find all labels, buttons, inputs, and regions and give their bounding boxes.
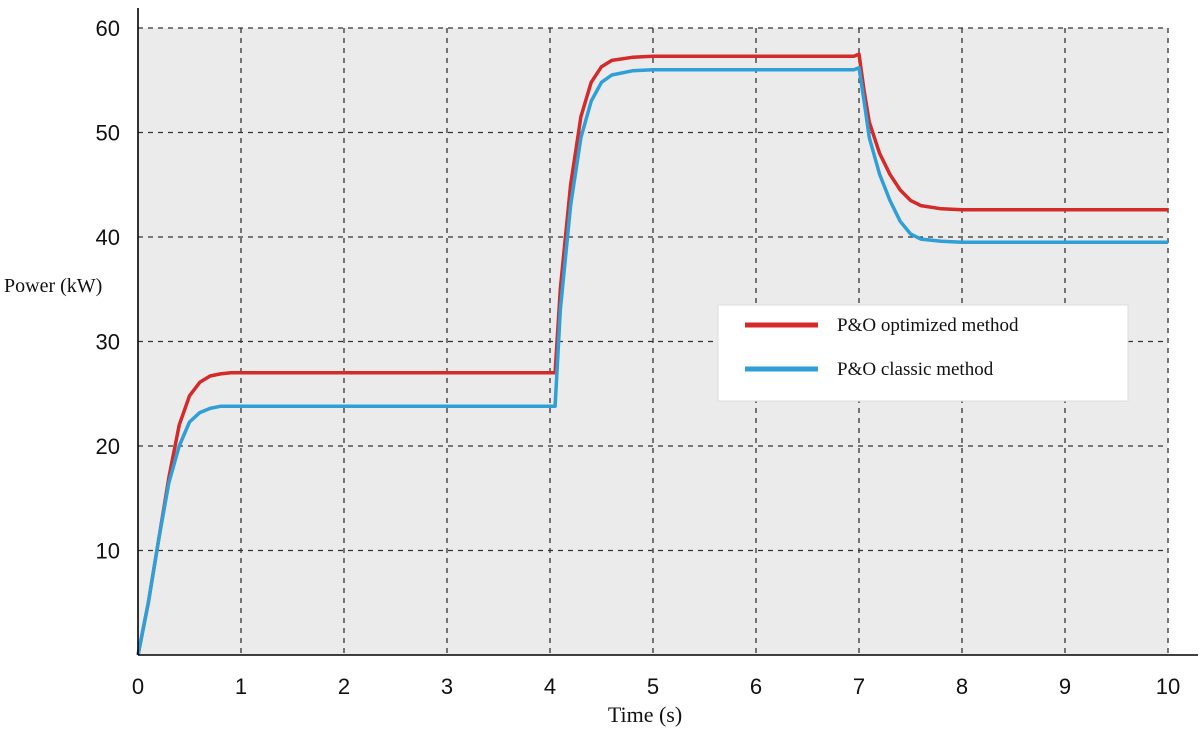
y-tick-label-40: 40 [96,225,120,250]
y-axis-title: Power (kW) [4,275,102,297]
x-tick-label-6: 6 [750,674,762,699]
series-line-p-o-optimized-method [136,52,1168,656]
y-tick-label-30: 30 [96,330,120,355]
x-tick-label-4: 4 [544,674,556,699]
y-tick-label-10: 10 [96,539,120,564]
y-tick-label-50: 50 [96,121,120,146]
x-tick-label-9: 9 [1059,674,1071,699]
y-tick-label-20: 20 [96,434,120,459]
series-line-p-o-classic-method [136,65,1168,656]
x-tick-label-5: 5 [647,674,659,699]
x-tick-label-10: 10 [1156,674,1180,699]
x-tick-label-7: 7 [853,674,865,699]
legend-box [717,304,1129,402]
legend-label-classic: P&O classic method [837,359,994,380]
legend-label-optimized: P&O optimized method [837,315,1019,336]
legend: P&O optimized method P&O classic method [717,304,1129,402]
x-tick-label-8: 8 [956,674,968,699]
y-tick-label-60: 60 [96,16,120,41]
x-tick-label-1: 1 [235,674,247,699]
x-axis-title: Time (s) [608,702,682,727]
x-tick-label-0: 0 [132,674,144,699]
x-tick-label-3: 3 [441,674,453,699]
x-tick-label-2: 2 [338,674,350,699]
